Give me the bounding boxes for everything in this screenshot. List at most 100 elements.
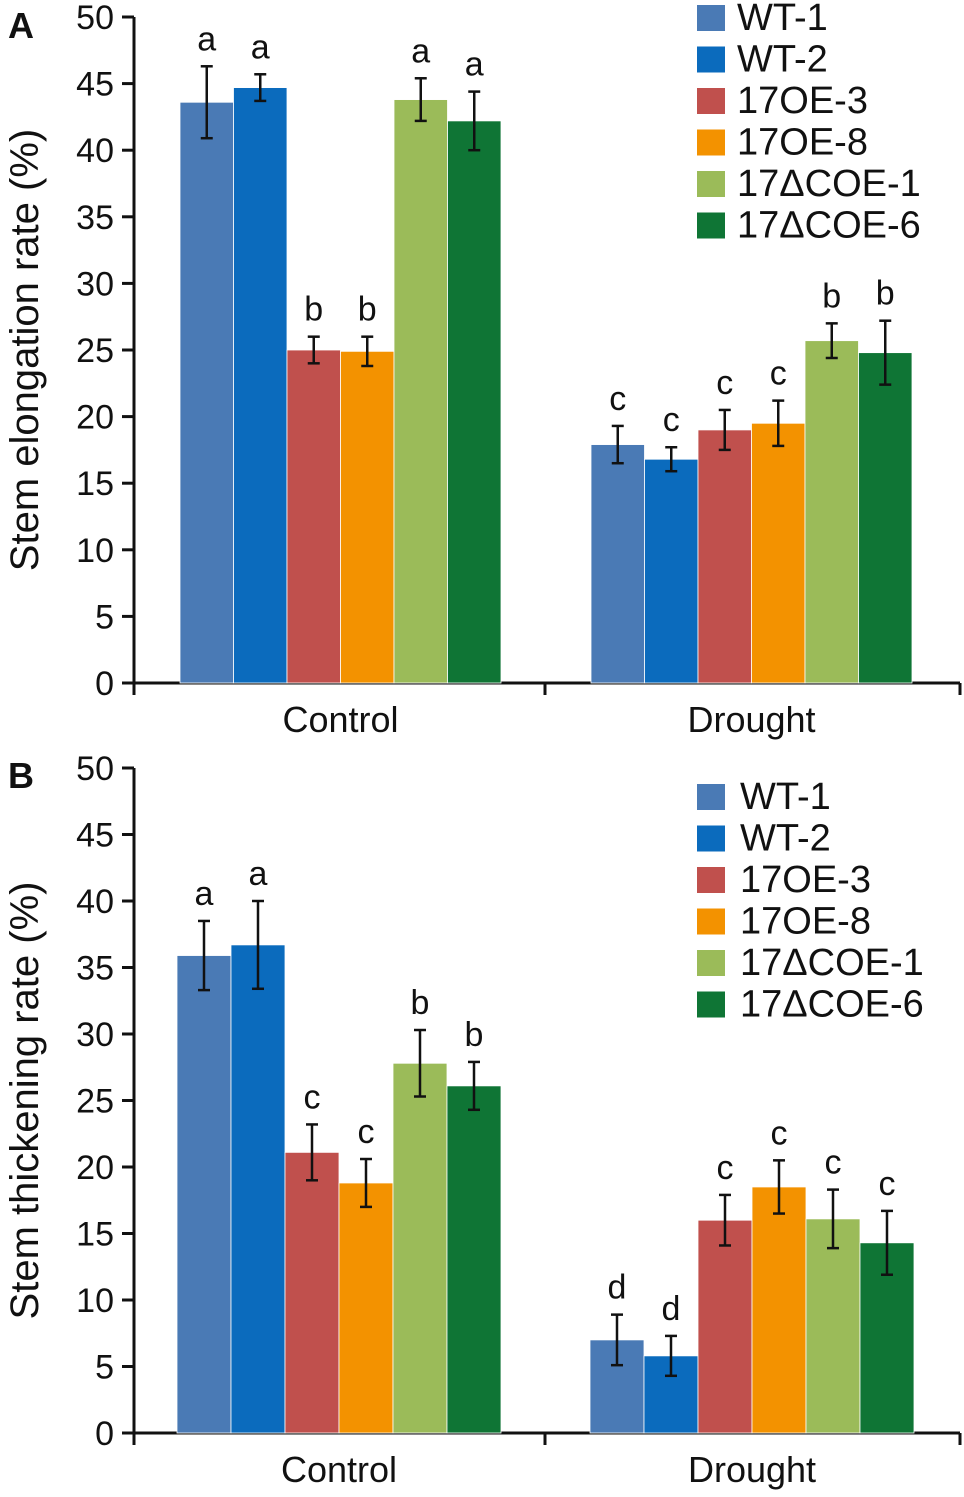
chart-panel-b: B 0 5 10 15 20 25 30 35 40 45 50 Stem thickening rat… <box>3 750 962 1490</box>
y-tick-label: 5 <box>95 1349 114 1387</box>
legend-swatch <box>697 5 725 31</box>
y-tick-label: 0 <box>95 665 114 703</box>
legend-label: 17ΔCOE-1 <box>740 942 924 984</box>
significance-letter: c <box>770 355 787 393</box>
chart-panel-a: A 0 5 10 15 20 25 30 35 40 45 50 Stem elongation rat… <box>3 0 962 740</box>
significance-letter: b <box>465 1016 484 1054</box>
y-tick-label: 30 <box>76 265 114 303</box>
legend-swatch <box>697 212 725 239</box>
legend-label: WT-2 <box>740 818 831 860</box>
bar-a-0-5 <box>447 120 502 684</box>
x-category-label: Drought <box>688 1449 816 1490</box>
bar-a-1-2 <box>697 429 752 684</box>
bar-b-0-1 <box>230 944 286 1434</box>
bar-b-0-5 <box>446 1085 502 1434</box>
y-tick-label: 20 <box>76 399 114 437</box>
significance-letter: d <box>662 1290 681 1328</box>
y-tick-label: 40 <box>76 132 114 170</box>
y-tick-label: 20 <box>76 1149 114 1187</box>
significance-letter: c <box>304 1078 321 1116</box>
bar-a-0-0 <box>179 101 234 684</box>
legend-swatch <box>697 991 725 1018</box>
y-tick-label: 35 <box>76 950 114 988</box>
significance-letter: c <box>716 364 733 402</box>
bar-a-1-3 <box>751 422 806 684</box>
y-tick-label: 25 <box>76 1083 114 1121</box>
bar-b-0-0 <box>176 955 232 1434</box>
significance-letter: d <box>608 1269 627 1307</box>
legend-swatch <box>697 908 725 935</box>
legend-label: 17OE-3 <box>740 859 871 901</box>
legend-swatch <box>697 950 725 976</box>
bar-a-1-0 <box>590 444 645 684</box>
y-tick-label: 15 <box>76 1216 114 1254</box>
y-tick-label: 50 <box>76 0 114 37</box>
significance-letter: c <box>717 1149 734 1187</box>
y-tick-label: 35 <box>76 199 114 237</box>
y-tick-label: 10 <box>76 1282 114 1320</box>
bar-b-1-4 <box>805 1218 861 1434</box>
bar-a-1-4 <box>804 340 859 684</box>
significance-letter: a <box>249 855 268 893</box>
y-axis-label: Stem elongation rate (%) <box>3 129 47 571</box>
legend-swatch <box>697 784 725 810</box>
y-tick-label: 45 <box>76 817 114 855</box>
panel-label: B <box>8 755 34 796</box>
x-category-label: Drought <box>687 699 815 740</box>
legend-swatch <box>697 171 725 197</box>
significance-letter: c <box>825 1144 842 1182</box>
legend-label: 17ΔCOE-6 <box>740 984 924 1026</box>
y-tick-label: 40 <box>76 883 114 921</box>
bar-b-0-3 <box>338 1182 394 1434</box>
panel-label: A <box>8 5 34 46</box>
y-tick-label: 50 <box>76 750 114 788</box>
significance-letter: c <box>771 1114 788 1152</box>
significance-letter: b <box>358 291 377 329</box>
legend-label: 17OE-3 <box>737 80 868 122</box>
y-tick-label: 15 <box>76 465 114 503</box>
legend-label: 17OE-8 <box>740 901 871 943</box>
significance-letter: a <box>251 28 270 66</box>
legend-label: 17ΔCOE-6 <box>737 205 921 247</box>
bar-a-0-3 <box>340 350 395 684</box>
legend-label: 17OE-8 <box>737 122 868 164</box>
significance-letter: a <box>195 875 214 913</box>
significance-letter: b <box>411 984 430 1022</box>
significance-letter: b <box>304 291 323 329</box>
significance-letter: c <box>879 1165 896 1203</box>
legend-swatch <box>697 46 725 73</box>
x-category-label: Control <box>281 1449 397 1490</box>
y-tick-label: 0 <box>95 1415 114 1453</box>
significance-letter: a <box>465 46 484 84</box>
y-tick-label: 30 <box>76 1016 114 1054</box>
legend-swatch <box>697 825 725 852</box>
bar-b-1-2 <box>697 1219 753 1434</box>
y-tick-label: 45 <box>76 66 114 104</box>
y-tick-label: 5 <box>95 598 114 636</box>
significance-letter: b <box>876 275 895 313</box>
y-tick-label: 10 <box>76 532 114 570</box>
bar-a-0-1 <box>233 87 288 684</box>
legend-swatch <box>697 88 725 114</box>
bar-a-0-2 <box>286 349 341 684</box>
significance-letter: b <box>822 277 841 315</box>
legend-label: 17ΔCOE-1 <box>737 163 921 205</box>
x-category-label: Control <box>282 699 398 740</box>
significance-letter: c <box>609 380 626 418</box>
legend-swatch <box>697 867 725 893</box>
legend-label: WT-2 <box>737 39 828 81</box>
bar-a-1-5 <box>858 352 913 684</box>
legend-swatch <box>697 129 725 156</box>
significance-letter: c <box>358 1113 375 1151</box>
y-tick-label: 25 <box>76 332 114 370</box>
bar-b-0-2 <box>284 1151 340 1434</box>
significance-letter: a <box>197 20 216 58</box>
bar-a-1-1 <box>644 458 699 684</box>
bar-b-1-3 <box>751 1186 807 1434</box>
legend-label: WT-1 <box>737 0 828 39</box>
significance-letter: c <box>663 401 680 439</box>
